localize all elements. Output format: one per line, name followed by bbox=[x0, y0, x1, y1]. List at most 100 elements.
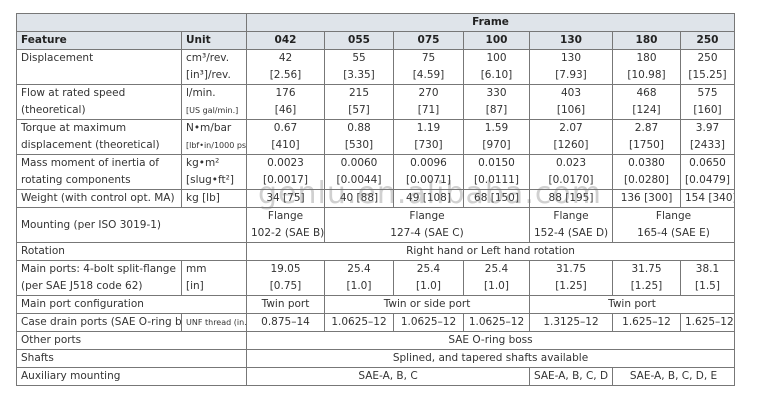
value-cell: 403 [106] bbox=[529, 84, 613, 120]
value-cell: 330 [87] bbox=[463, 84, 530, 120]
value-cell: 40 [88] bbox=[324, 189, 394, 208]
table-row-rotation: Rotation Right hand or Left hand rotation bbox=[16, 242, 735, 261]
value-cell: 1.3125–12 bbox=[529, 313, 613, 332]
feature-cell: Shafts bbox=[16, 349, 247, 368]
value-cell: 0.0650 [0.0479] bbox=[680, 154, 735, 190]
value-cell: 34 [75] bbox=[246, 189, 325, 208]
value-cell: 1.0625–12 bbox=[324, 313, 394, 332]
value-cell: 180 [10.98] bbox=[612, 49, 681, 85]
value-cell: 270 [71] bbox=[393, 84, 464, 120]
unit-cell: cm³/rev. [in³]/rev. bbox=[181, 49, 247, 85]
mounting-cell: Flange 127-4 (SAE C) bbox=[324, 207, 530, 243]
value-cell: 19.05 [0.75] bbox=[246, 260, 325, 296]
feature-cell: Other ports bbox=[16, 331, 247, 350]
value-cell: 468 [124] bbox=[612, 84, 681, 120]
unit-cell: l/min. [US gal/min.] bbox=[181, 84, 247, 120]
value-cell: Right hand or Left hand rotation bbox=[246, 242, 735, 261]
table-row-displacement: Displacement cm³/rev. [in³]/rev. 42 [2.56] 5… bbox=[16, 49, 735, 85]
table-row-mounting: Mounting (per ISO 3019-1) Flange 102-2 (SA… bbox=[16, 207, 735, 243]
value-cell: 31.75 [1.25] bbox=[529, 260, 613, 296]
size-header: 042 bbox=[246, 31, 325, 50]
value-cell: 0.023 [0.0170] bbox=[529, 154, 613, 190]
table-row-shafts: Shafts Splined, and tapered shafts availa… bbox=[16, 349, 735, 368]
size-header: 055 bbox=[324, 31, 394, 50]
feature-cell: Mounting (per ISO 3019-1) bbox=[16, 207, 247, 243]
unit-cell: mm [in] bbox=[181, 260, 247, 296]
value-cell: SAE O-ring boss bbox=[246, 331, 735, 350]
unit-cell: UNF thread (in.) bbox=[181, 313, 247, 332]
table-row-flow: Flow at rated speed (theoretical) l/min. [U… bbox=[16, 84, 735, 120]
value-cell: SAE-A, B, C bbox=[246, 367, 530, 386]
frame-spec-table: Frame Feature Unit 042 055 075 100 130 1… bbox=[16, 13, 735, 386]
unit-cell: kg [lb] bbox=[181, 189, 247, 208]
value-cell: Twin or side port bbox=[324, 295, 530, 314]
header-blank bbox=[16, 13, 247, 32]
value-cell: 250 [15.25] bbox=[680, 49, 735, 85]
value-cell: 2.07 [1260] bbox=[529, 119, 613, 155]
value-cell: 49 [108] bbox=[393, 189, 464, 208]
size-header: 130 bbox=[529, 31, 613, 50]
unit-cell: kg•m² [slug•ft²] bbox=[181, 154, 247, 190]
value-cell: 25.4 [1.0] bbox=[463, 260, 530, 296]
unit-header: Unit bbox=[181, 31, 247, 50]
frame-header: Frame bbox=[246, 13, 735, 32]
value-cell: 0.0060 [0.0044] bbox=[324, 154, 394, 190]
feature-cell: Torque at maximum displacement (theoretic… bbox=[16, 119, 182, 155]
mounting-cell: Flange 165-4 (SAE E) bbox=[612, 207, 735, 243]
table-row-case_drain: Case drain ports (SAE O-ring boss)UNF th… bbox=[16, 313, 735, 332]
value-cell: 0.0023 [0.0017] bbox=[246, 154, 325, 190]
value-cell: 176 [46] bbox=[246, 84, 325, 120]
feature-cell: Case drain ports (SAE O-ring boss) bbox=[16, 313, 182, 332]
table-row-weight: Weight (with control opt. MA) kg [lb] 34 [… bbox=[16, 189, 735, 208]
feature-cell: Mass moment of inertia of rotating compon… bbox=[16, 154, 182, 190]
value-cell: 42 [2.56] bbox=[246, 49, 325, 85]
value-cell: 38.1 [1.5] bbox=[680, 260, 735, 296]
value-cell: 136 [300] bbox=[612, 189, 681, 208]
mounting-cell: Flange 102-2 (SAE B) bbox=[246, 207, 325, 243]
value-cell: 0.0380 [0.0280] bbox=[612, 154, 681, 190]
size-header: 075 bbox=[393, 31, 464, 50]
value-cell: 25.4 [1.0] bbox=[324, 260, 394, 296]
value-cell: 575 [160] bbox=[680, 84, 735, 120]
value-cell: 100 [6.10] bbox=[463, 49, 530, 85]
value-cell: 0.0150 [0.0111] bbox=[463, 154, 530, 190]
value-cell: 31.75 [1.25] bbox=[612, 260, 681, 296]
value-cell: 130 [7.93] bbox=[529, 49, 613, 85]
value-cell: 1.625–12 bbox=[612, 313, 681, 332]
value-cell: 2.87 [1750] bbox=[612, 119, 681, 155]
table-row-aux: Auxiliary mounting SAE-A, B, C SAE-A, B, C… bbox=[16, 367, 735, 386]
value-cell: 75 [4.59] bbox=[393, 49, 464, 85]
value-cell: 25.4 [1.0] bbox=[393, 260, 464, 296]
value-cell: 0.875–14 bbox=[246, 313, 325, 332]
value-cell: 215 [57] bbox=[324, 84, 394, 120]
feature-cell: Main port configuration bbox=[16, 295, 247, 314]
value-cell: SAE-A, B, C, D, E bbox=[612, 367, 735, 386]
feature-header: Feature bbox=[16, 31, 182, 50]
value-cell: 1.0625–12 bbox=[463, 313, 530, 332]
value-cell: Twin port bbox=[246, 295, 325, 314]
size-header: 250 bbox=[680, 31, 735, 50]
feature-cell: Weight (with control opt. MA) bbox=[16, 189, 182, 208]
table-row-main_ports: Main ports: 4-bolt split-flange (per SAE … bbox=[16, 260, 735, 296]
value-cell: 0.88 [530] bbox=[324, 119, 394, 155]
value-cell: SAE-A, B, C, D bbox=[529, 367, 613, 386]
value-cell: 1.19 [730] bbox=[393, 119, 464, 155]
feature-cell: Rotation bbox=[16, 242, 247, 261]
value-cell: 1.625–12 bbox=[680, 313, 735, 332]
feature-cell: Main ports: 4-bolt split-flange (per SAE … bbox=[16, 260, 182, 296]
table-row-port-config: Main port configuration Twin port Twin or … bbox=[16, 295, 735, 314]
value-cell: 68 [150] bbox=[463, 189, 530, 208]
size-header: 100 bbox=[463, 31, 530, 50]
value-cell: 88 [195] bbox=[529, 189, 613, 208]
feature-cell: Displacement bbox=[16, 49, 182, 85]
unit-cell: N•m/bar [lbf•in/1000 psi] bbox=[181, 119, 247, 155]
mounting-cell: Flange 152-4 (SAE D) bbox=[529, 207, 613, 243]
value-cell: 1.59 [970] bbox=[463, 119, 530, 155]
value-cell: 0.0096 [0.0071] bbox=[393, 154, 464, 190]
value-cell: 3.97 [2433] bbox=[680, 119, 735, 155]
value-cell: Twin port bbox=[529, 295, 735, 314]
value-cell: Splined, and tapered shafts available bbox=[246, 349, 735, 368]
value-cell: 55 [3.35] bbox=[324, 49, 394, 85]
table-row-torque: Torque at maximum displacement (theoretic… bbox=[16, 119, 735, 155]
feature-cell: Flow at rated speed (theoretical) bbox=[16, 84, 182, 120]
